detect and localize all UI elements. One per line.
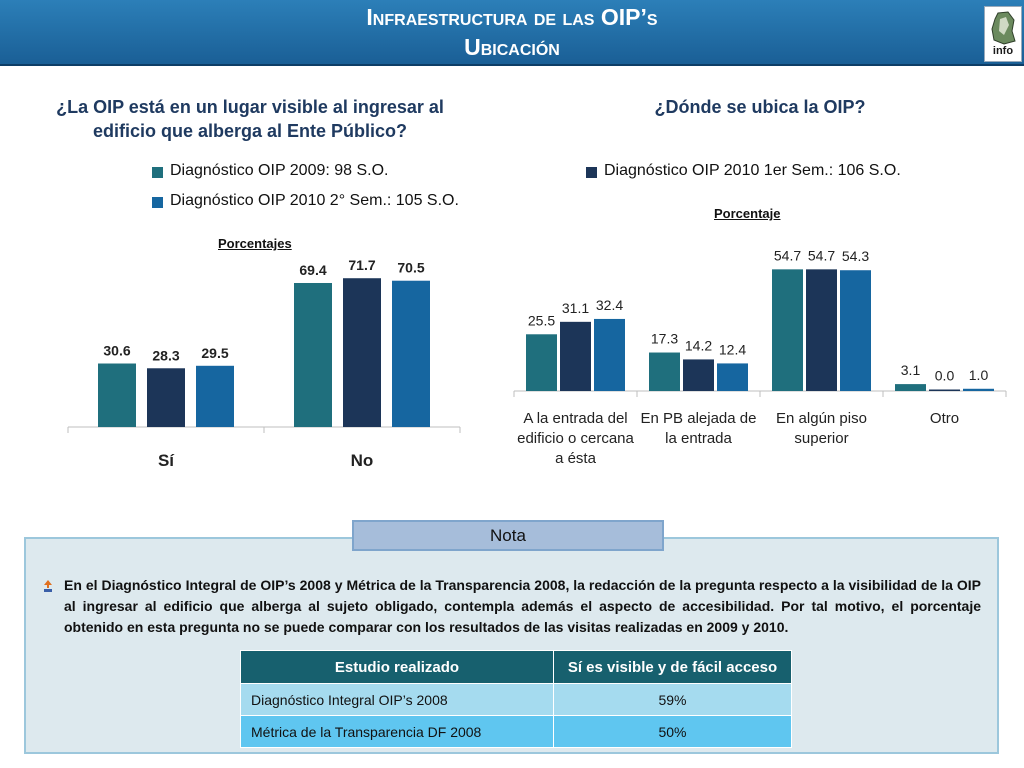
legend-swatch [586,167,597,178]
bar-1-0 [649,352,680,391]
table-cell-study: Diagnóstico Integral OIP’s 2008 [240,683,554,716]
map-icon [991,11,1016,45]
bar-1-0 [294,282,332,427]
left-chart: 30.6 28.3 29.5 Sí 69.4 71.7 70.5 No [67,257,461,470]
nota-title: Nota [352,520,664,551]
table-header-study: Estudio realizado [240,650,554,684]
table-row: Diagnóstico Integral OIP’s 2008 59% [240,683,792,716]
category-label-0: edificio o cercana [517,430,634,447]
data-label-0-1: 28.3 [152,347,179,363]
category-label-1: No [351,451,374,470]
study-table: Estudio realizado Sí es visible y de fác… [240,650,792,748]
data-label-1-0: 17.3 [651,331,678,347]
category-label-0: Sí [158,451,175,470]
bar-2-0 [772,269,803,391]
data-label-2-0: 54.7 [774,247,801,263]
data-label-0-0: 25.5 [528,312,555,328]
table-cell-study: Métrica de la Transparencia DF 2008 [240,715,554,748]
category-label-1: la entrada [665,430,732,447]
bar-3-0 [895,384,926,391]
table-row: Métrica de la Transparencia DF 2008 50% [240,715,792,748]
legend-swatch [152,197,163,208]
data-label-1-0: 69.4 [299,262,326,278]
data-label-1-2: 12.4 [719,341,746,357]
bar-1-1 [343,278,381,427]
data-label-1-1: 71.7 [348,257,375,273]
bar-2-2 [840,270,871,391]
table-header-visible: Sí es visible y de fácil acceso [553,650,792,684]
data-label-1-2: 70.5 [397,260,424,276]
data-label-0-2: 29.5 [201,345,228,361]
data-label-3-2: 1.0 [969,367,989,383]
bar-1-2 [392,280,430,427]
category-label-2: superior [794,430,848,447]
data-label-3-1: 0.0 [935,368,955,384]
category-label-0: A la entrada del [523,410,627,427]
infodf-logo: info [984,6,1022,62]
logo-text: info [992,45,1014,57]
bar-2-1 [806,269,837,391]
table-header-row: Estudio realizado Sí es visible y de fác… [240,650,792,684]
bar-0-2 [196,365,234,427]
data-label-2-2: 54.3 [842,248,869,264]
left-plot-title: Porcentajes [218,236,292,251]
left-question: ¿La OIP está en un lugar visible al ingr… [56,97,444,141]
bar-3-1 [929,389,960,391]
bar-0-1 [147,368,185,427]
table-cell-value: 50% [553,715,792,748]
bar-0-2 [594,318,625,391]
slide-title: Infraestructura de las OIP’s [366,4,658,30]
data-label-0-2: 32.4 [596,297,623,313]
category-label-3: Otro [930,410,959,427]
legend-label: Diagnóstico OIP 2010 2° Sem.: 105 S.O. [170,192,459,209]
data-label-3-0: 3.1 [901,362,921,378]
category-label-1: En PB alejada de [641,410,757,427]
bar-1-2 [717,363,748,391]
legend-label: Diagnóstico OIP 2010 1er Sem.: 106 S.O. [604,162,901,179]
bar-0-1 [560,321,591,391]
data-label-2-1: 54.7 [808,247,835,263]
category-label-0: a ésta [555,450,597,467]
nota-text: En el Diagnóstico Integral de OIP’s 2008… [64,577,981,635]
data-label-1-1: 14.2 [685,337,712,353]
bar-0-0 [526,334,557,391]
header-bar: Infraestructura de las OIP’s Ubicación i… [0,0,1024,66]
bar-3-2 [963,388,994,391]
right-question: ¿Dónde se ubica la OIP? [654,97,866,117]
bar-0-0 [98,363,136,427]
slide-subtitle: Ubicación [464,34,560,60]
category-label-2: En algún piso [776,410,867,427]
bullet-arrow-icon [44,580,52,592]
legend-swatch [152,167,163,178]
charts-canvas: 30.6 28.3 29.5 Sí 69.4 71.7 70.5 No 25.5 31.1 32.4… [67,247,1007,470]
legend-label: Diagnóstico OIP 2009: 98 S.O. [170,162,389,179]
right-plot-title: Porcentaje [714,206,781,221]
data-label-0-1: 31.1 [562,300,589,316]
data-label-0-0: 30.6 [103,343,130,359]
bar-1-1 [683,359,714,391]
table-cell-value: 59% [553,683,792,716]
right-chart: 25.5 31.1 32.4 A la entrada del edificio o c… [513,247,1007,467]
